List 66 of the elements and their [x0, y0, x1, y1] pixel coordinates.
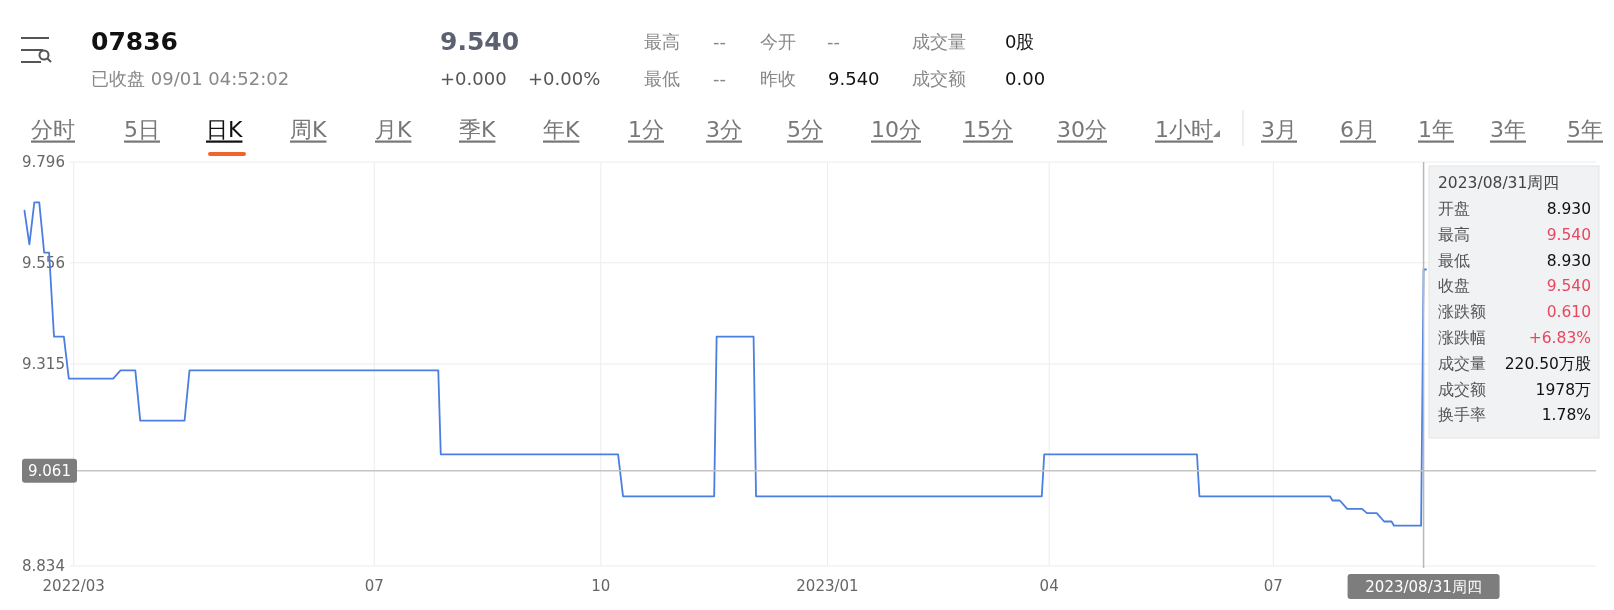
annotation: 1.78%	[1541, 406, 1591, 425]
text: 5日	[124, 116, 160, 142]
annotation: 成交额	[1438, 380, 1486, 399]
x-tick-label: 2023/01	[796, 577, 859, 595]
text: 15分	[963, 116, 1013, 142]
text: 10分	[871, 116, 921, 142]
text: 3年	[1490, 116, 1526, 142]
y-tick-label: 9.796	[22, 153, 65, 171]
text: 最高	[644, 30, 680, 52]
text: 成交额	[912, 67, 966, 89]
text: 日K	[206, 116, 243, 142]
annotation: 涨跌额	[1438, 303, 1486, 322]
annotation: +6.83%	[1528, 329, 1591, 347]
text: +0.00%	[528, 67, 601, 89]
x-tick-label: 07	[364, 577, 384, 595]
text: 30分	[1057, 116, 1107, 142]
x-tick-label: 07	[1263, 577, 1283, 595]
x-tick-label: 2022/03	[42, 577, 105, 595]
annotation: 涨跌幅	[1438, 329, 1486, 347]
text: 9.540	[828, 67, 880, 89]
text: 周K	[290, 116, 327, 142]
annotation: 220.50万股	[1504, 354, 1591, 373]
text: 年K	[543, 116, 580, 142]
annotation: 2023/08/31周四	[1438, 174, 1560, 192]
text: 3月	[1261, 116, 1297, 142]
text: 9.540	[440, 26, 520, 56]
text: +0.000	[440, 67, 507, 89]
annotation: 最高	[1438, 225, 1470, 244]
text: 0股	[1005, 30, 1035, 52]
ref-line-label: 9.061	[28, 461, 71, 480]
annotation: 最低	[1438, 251, 1470, 270]
annotation: 9.540	[1546, 225, 1591, 244]
x-tick-label: 10	[591, 577, 611, 595]
text: 1小时	[1155, 116, 1213, 142]
text: 今开	[760, 30, 796, 52]
text: 5年	[1567, 116, 1603, 142]
text: 分时	[31, 116, 75, 142]
text: 月K	[375, 116, 412, 142]
text: 6月	[1340, 116, 1376, 142]
text: 0.00	[1005, 67, 1046, 89]
ref-line-label: 2023/08/31周四	[1365, 577, 1482, 596]
text: --	[713, 67, 726, 89]
annotation: 9.540	[1546, 277, 1591, 296]
y-tick-label: 8.834	[22, 557, 65, 575]
text: 3分	[706, 116, 742, 142]
text: 昨收	[760, 67, 796, 89]
annotation: 成交量	[1438, 354, 1486, 373]
chart-title: 07836	[91, 26, 178, 56]
text: 最低	[644, 67, 680, 89]
text: 1年	[1418, 116, 1454, 142]
x-tick-label: 04	[1039, 577, 1059, 595]
annotation: 0.610	[1546, 303, 1591, 322]
annotation: 1978万	[1535, 380, 1591, 399]
text: 季K	[459, 116, 496, 142]
y-tick-label: 9.315	[22, 355, 65, 373]
text: --	[713, 30, 726, 52]
text: 成交量	[912, 30, 966, 52]
annotation: 开盘	[1438, 200, 1470, 218]
annotation: 收盘	[1438, 277, 1470, 296]
text: 1分	[628, 116, 664, 142]
annotation: 换手率	[1438, 406, 1486, 425]
text: 已收盘 09/01 04:52:02	[91, 67, 290, 89]
text: --	[827, 30, 840, 52]
annotation: 8.930	[1546, 251, 1591, 270]
text: 5分	[787, 116, 823, 142]
annotation: 8.930	[1546, 200, 1591, 218]
